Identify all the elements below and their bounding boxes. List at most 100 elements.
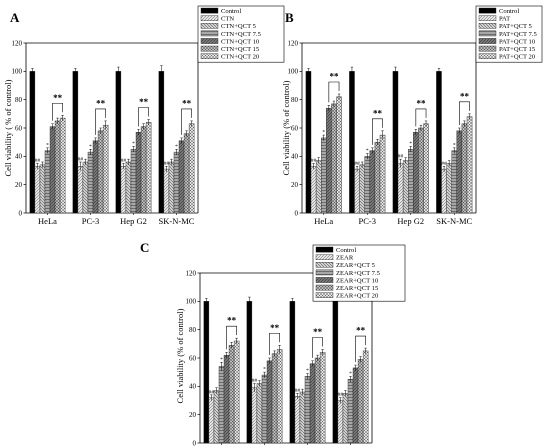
bar <box>49 126 56 214</box>
legend-entry: CTN <box>221 16 234 23</box>
legend-swatch <box>315 269 334 276</box>
bar <box>315 160 322 214</box>
annotation-mark: * <box>349 371 352 377</box>
annotation-mark: * <box>322 130 325 136</box>
bar <box>321 137 327 214</box>
bar <box>451 150 457 214</box>
legend-swatch <box>478 38 497 44</box>
bar <box>125 161 132 214</box>
legend-swatch <box>200 30 219 37</box>
bar <box>54 120 61 214</box>
bar <box>379 134 386 214</box>
legend-swatch <box>315 262 334 268</box>
bar <box>354 168 360 214</box>
legend-swatch <box>478 53 497 59</box>
bar <box>266 360 273 444</box>
y-tick-label: 60 <box>15 124 23 132</box>
bar <box>261 374 268 444</box>
y-tick-label: 100 <box>288 68 299 76</box>
annotation-mark: ## <box>35 158 41 164</box>
bar <box>362 350 369 444</box>
bar <box>347 379 354 444</box>
annotation-mark: * <box>366 148 369 154</box>
bar <box>77 166 84 214</box>
legend-swatch <box>200 15 219 22</box>
legend-entry: CTN+QCT 10 <box>221 38 260 45</box>
bar <box>97 130 104 214</box>
annotation-mark: ## <box>295 388 301 394</box>
annotation-mark: * <box>409 141 412 147</box>
significance-bracket <box>52 102 63 121</box>
y-tick-label: 20 <box>291 181 299 189</box>
legend-swatch <box>478 30 497 37</box>
annotation-mark: ## <box>78 157 84 163</box>
bar <box>168 161 175 214</box>
legend-swatch <box>315 246 334 253</box>
bar <box>115 71 122 214</box>
bar <box>145 122 152 214</box>
bar <box>34 166 41 214</box>
bar <box>29 71 36 214</box>
bar <box>305 71 312 214</box>
y-tick-label: 120 <box>288 39 299 47</box>
legend-swatch <box>200 7 219 14</box>
significance-bracket <box>415 108 427 127</box>
significance-bracket <box>269 332 280 355</box>
legend-entry: Control <box>221 8 241 15</box>
bar <box>135 132 142 214</box>
annotation-mark: ## <box>311 158 317 164</box>
y-axis-label: Cell viability (% of control) <box>281 80 291 175</box>
y-tick-label: 120 <box>12 39 23 47</box>
bar <box>461 123 468 214</box>
bar <box>87 151 94 214</box>
panel-C: C Cell viability (% of control) 0 20 40 60 80 1… <box>140 240 406 448</box>
y-tick-label: 0 <box>193 439 197 447</box>
bar <box>392 71 399 214</box>
annotation-mark: ## <box>354 161 360 167</box>
bar <box>208 397 215 444</box>
significance-label: ** <box>373 108 383 118</box>
bar <box>402 160 409 214</box>
bar <box>336 96 342 214</box>
bar <box>271 353 278 444</box>
bar <box>408 149 414 214</box>
y-tick-label: 100 <box>12 68 23 76</box>
bar <box>310 166 317 214</box>
bar <box>359 164 365 214</box>
panel-label: C <box>140 240 149 255</box>
y-tick-label: 20 <box>15 181 23 189</box>
significance-label: ** <box>356 326 366 336</box>
bar <box>309 363 316 444</box>
bar <box>299 391 306 444</box>
bar <box>294 396 301 444</box>
annotation-mark: * <box>263 367 266 373</box>
legend-entry: Control <box>336 247 356 254</box>
legend-entry: ZEAR+QCT 7.5 <box>336 270 381 277</box>
x-tick-label: PC-3 <box>82 216 99 226</box>
bar <box>342 393 349 444</box>
bar <box>163 168 170 214</box>
y-tick-label: 100 <box>186 298 197 306</box>
bar <box>256 383 263 444</box>
y-axis-label: Cell viability ( % of control) <box>3 79 13 176</box>
significance-bracket <box>181 108 192 135</box>
bar <box>120 166 127 214</box>
significance-label: ** <box>227 316 237 326</box>
bar <box>44 150 51 214</box>
bar <box>436 71 442 214</box>
panel-label: B <box>285 10 294 25</box>
annotation-mark: * <box>89 144 92 150</box>
y-axis-label: Cell viability (% of control) <box>175 308 185 403</box>
legend-entry: PAT+QCT 5 <box>499 23 533 30</box>
annotation-mark: * <box>453 142 456 148</box>
y-tick-label: 80 <box>291 96 299 104</box>
y-tick-label: 80 <box>189 326 197 334</box>
legend-entry: PAT <box>499 16 510 23</box>
bar <box>246 301 253 444</box>
bar <box>233 340 240 444</box>
significance-label: ** <box>416 98 426 108</box>
bar <box>213 390 220 444</box>
bar <box>203 301 210 444</box>
significance-bracket <box>226 325 237 350</box>
